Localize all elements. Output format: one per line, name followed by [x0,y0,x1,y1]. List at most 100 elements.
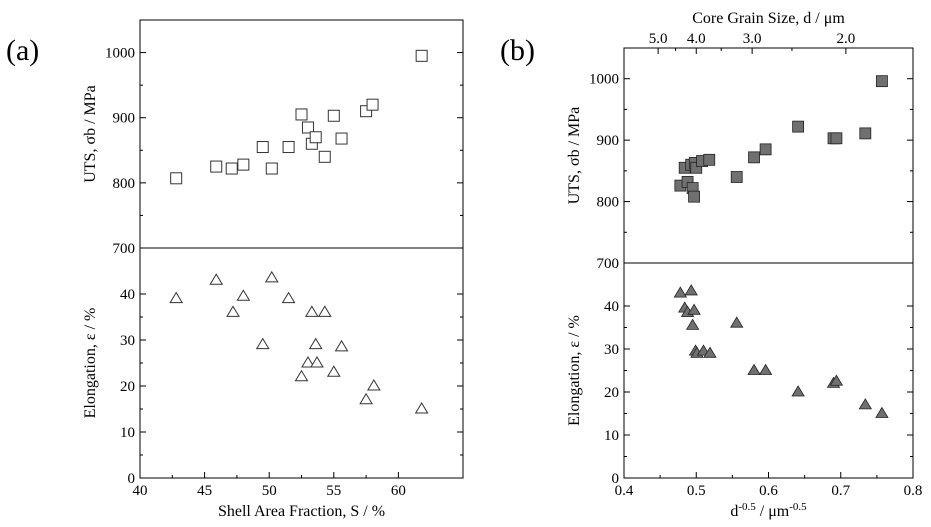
plot-layer: 700 800 900 1000 UTS, σb / MPa 0 10 20 30 40 40 45 5… [82,10,922,520]
b-top-y-tick-label: 900 [597,133,620,149]
b-bottom-x-tick-label: 0.4 [615,483,634,499]
b-top-frame [623,47,914,264]
a-top-data-point [335,132,348,145]
a-bottom-data-point [414,402,429,414]
a-top-data-point [415,49,428,62]
b-bottom-y-tick-label: 30 [604,342,619,358]
a-bottom-data-point [301,356,315,368]
a-top-data-point [256,141,269,154]
a-top-frame [139,19,464,249]
a-bottom-y-tick-label: 0 [128,471,136,487]
a-bottom-data-point [304,305,319,317]
a-bottom-x-tick-label: 60 [391,483,406,499]
b-top-data-point [730,171,743,183]
b-bottom-x-tick-label: 0.5 [687,483,706,499]
a-bottom-y-axis-title: Elongation, ε / % [82,308,99,419]
a-top-data-point [170,172,183,185]
a-top-data-point [301,121,314,134]
a-bottom-data-point [308,337,323,350]
b-bottom-y-tick-label: 40 [604,299,619,315]
b-top-data-point [792,120,805,133]
b-bottom-x-axis-title-exp: -0.5 [738,501,756,513]
a-bottom-data-point [255,337,270,350]
b-top-top-tick-label: 3.0 [743,31,762,47]
panel-label-a: (a) [6,34,39,67]
a-top-data-point [366,98,379,111]
b-bottom-data-point [685,318,700,330]
a-top-y-tick-label: 800 [113,176,136,192]
b-bottom-x-tick-label: 0.7 [831,483,850,499]
a-bottom-data-point [317,305,332,317]
a-bottom-x-tick-label: 50 [262,483,277,499]
b-top-top-tick-label: 2.0 [837,31,856,47]
b-top-data-point [830,132,843,145]
b-top-y-tick-label: 700 [597,256,620,272]
b-top-y-tick-label: 800 [597,195,620,211]
b-bottom-data-point [747,363,761,375]
b-top-data-point [688,190,700,203]
b-bottom-data-point [791,385,805,397]
b-top-data-point [759,143,772,156]
b-bottom-x-axis-title-unit: / μm [756,503,790,520]
b-top-data-point [748,151,760,164]
a-bottom-y-tick-label: 30 [120,333,135,349]
a-top-y-tick-label: 1000 [105,46,135,62]
a-bottom-data-point [359,392,373,405]
b-bottom-x-tick-label: 0.8 [904,483,923,499]
a-top-data-point [282,141,295,154]
b-top-top-axis-title: Core Grain Size, d / μm [692,10,845,27]
b-bottom-y-tick-label: 0 [612,471,620,487]
a-top-data-point [237,158,250,171]
a-bottom-x-tick-label: 40 [133,483,148,499]
a-bottom-x-tick-label: 45 [197,483,212,499]
a-top-data-point [360,105,373,118]
b-top-top-tick-label: 4.0 [687,31,706,47]
a-top-data-point [225,162,238,175]
a-bottom-data-point [334,339,349,352]
b-bottom-x-axis-title: d-0.5 / μm-0.5 [730,501,807,520]
b-bottom-data-point [875,406,889,418]
a-bottom-x-tick-label: 55 [326,483,341,499]
a-bottom-data-point [310,356,324,368]
a-bottom-frame [139,247,464,479]
b-top-top-tick-label: 5.0 [649,31,668,47]
a-top-data-point [295,108,308,121]
b-bottom-data-point [687,303,701,315]
a-bottom-x-axis-title: Shell Area Fraction, S / % [218,503,385,520]
a-bottom-data-point [226,305,240,317]
a-top-y-axis-title: UTS, σb / MPa [82,85,99,183]
a-bottom-data-point [366,379,381,391]
a-bottom-data-point [264,270,279,283]
b-top-y-tick-label: 1000 [589,72,619,88]
a-top-data-point [309,131,322,144]
a-bottom-data-point [169,291,184,304]
b-bottom-x-tick-label: 0.6 [759,483,778,499]
b-top-y-axis-title: UTS, σb / MPa [566,107,583,205]
b-bottom-data-point [829,374,844,386]
a-bottom-y-tick-label: 40 [120,287,135,303]
b-bottom-data-point [758,363,773,375]
b-bottom-data-point [703,346,717,358]
a-bottom-data-point [281,291,296,304]
b-bottom-y-tick-label: 20 [604,385,619,401]
a-top-data-point [327,109,340,122]
panel-label-b: (b) [500,34,535,67]
b-bottom-y-tick-label: 10 [604,428,619,444]
b-bottom-x-axis-title-base: d [730,503,738,520]
b-bottom-y-axis-title: Elongation, ε / % [566,315,583,426]
a-bottom-data-point [326,365,341,377]
b-top-data-point [876,75,888,88]
a-top-y-tick-label: 700 [113,241,136,257]
b-bottom-data-point [858,398,873,410]
a-top-y-tick-label: 900 [113,111,136,127]
b-bottom-data-point [730,316,744,328]
a-bottom-data-point [294,369,309,382]
b-bottom-data-point [673,286,688,298]
b-bottom-data-point [684,284,698,296]
b-bottom-x-axis-title-unit-exp: -0.5 [789,501,807,513]
a-bottom-data-point [236,289,251,301]
a-bottom-data-point [209,273,224,285]
b-top-data-point [859,127,872,140]
a-top-data-point [265,162,278,175]
a-top-data-point [210,160,223,173]
